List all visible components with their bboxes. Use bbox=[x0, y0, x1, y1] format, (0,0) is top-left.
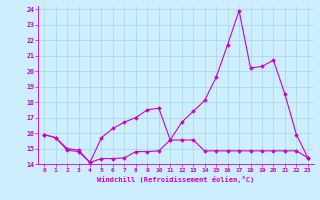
X-axis label: Windchill (Refroidissement éolien,°C): Windchill (Refroidissement éolien,°C) bbox=[97, 176, 255, 183]
